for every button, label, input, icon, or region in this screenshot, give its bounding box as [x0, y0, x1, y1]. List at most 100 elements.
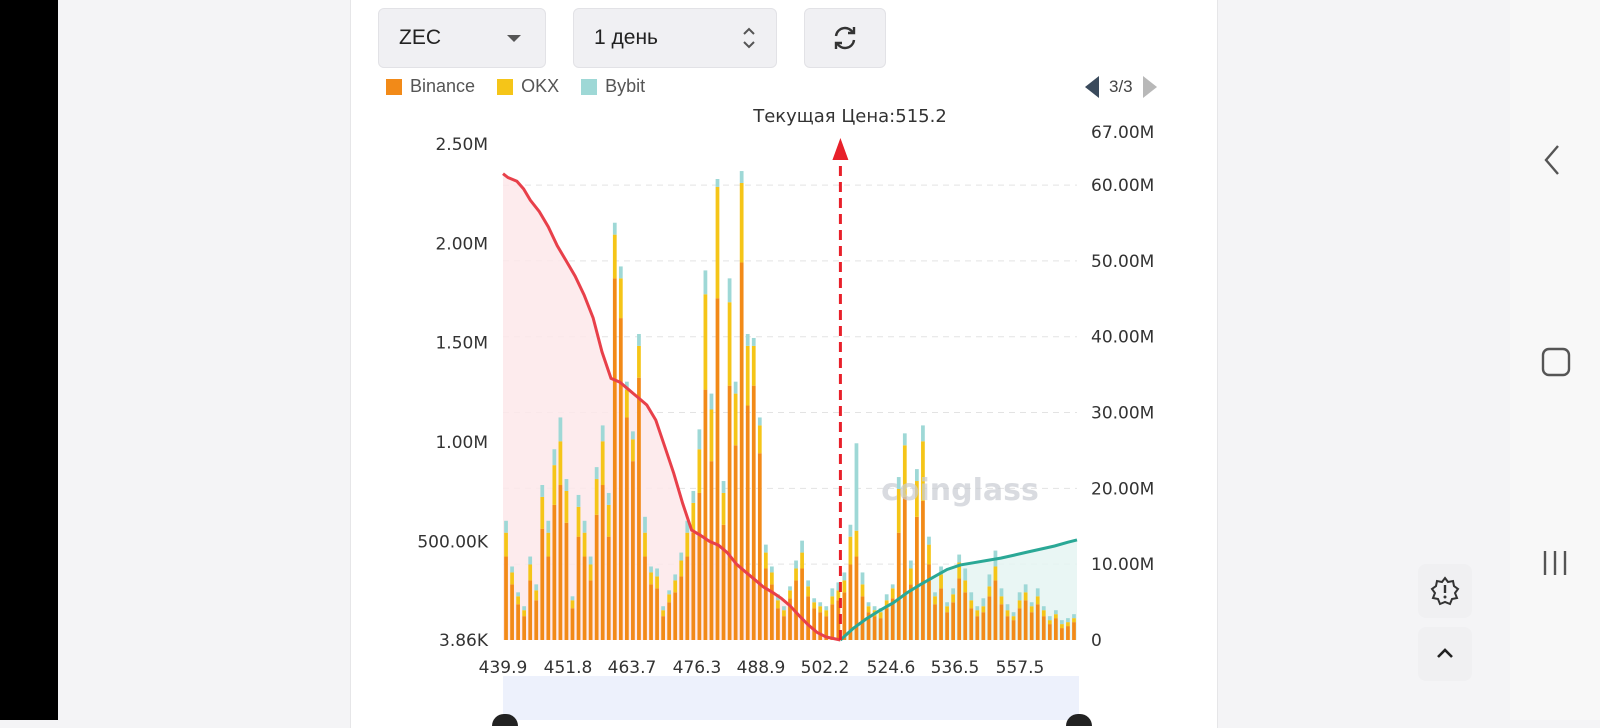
bar-bybit — [673, 574, 678, 581]
alert-badge-icon — [1430, 576, 1460, 606]
bar-okx — [745, 345, 750, 406]
x-tick: 536.5 — [931, 658, 980, 676]
bar-binance — [860, 596, 865, 640]
legend-label-okx: OKX — [521, 76, 560, 96]
chart-legend: Binance OKX Bybit — [386, 76, 645, 97]
bar-okx — [1060, 624, 1064, 629]
x-axis: 439.9 451.8 463.7 476.3 488.9 502.2 524.6 536.5… — [479, 658, 1045, 676]
bar-bybit — [902, 433, 907, 446]
bar-bybit — [727, 278, 732, 303]
bar-binance — [624, 417, 629, 640]
bar-bybit — [763, 544, 768, 553]
bar-binance — [866, 612, 871, 640]
bar-binance — [848, 564, 853, 640]
recents-icon[interactable] — [1540, 548, 1570, 578]
bar-okx — [975, 610, 980, 617]
bar-binance — [522, 616, 527, 640]
y-right-axis: 0 10.00M 20.00M 30.00M 40.00M 50.00M 60.00M 67.… — [1091, 123, 1154, 651]
bar-okx — [945, 606, 949, 613]
home-square-icon[interactable] — [1540, 346, 1572, 378]
bar-bybit — [637, 333, 641, 346]
refresh-button[interactable] — [804, 8, 886, 68]
x-tick: 451.8 — [544, 658, 593, 676]
triangle-left-icon[interactable] — [1085, 76, 1099, 98]
bar-bybit — [915, 469, 919, 482]
bar-bybit — [963, 568, 968, 581]
back-chevron-icon[interactable] — [1540, 142, 1566, 178]
legend-item-bybit[interactable]: Bybit — [581, 76, 645, 97]
bar-okx — [830, 596, 835, 605]
bar-binance — [1047, 624, 1052, 640]
bar-binance — [987, 596, 992, 640]
bar-okx — [957, 562, 962, 579]
bar-bybit — [896, 477, 901, 489]
bar-okx — [655, 576, 659, 589]
bar-okx — [866, 606, 871, 613]
bar-bybit — [522, 606, 527, 611]
bar-okx — [1066, 622, 1070, 627]
bar-bybit — [951, 588, 956, 595]
bar-okx — [757, 425, 762, 454]
bar-binance — [830, 604, 835, 640]
bar-bybit — [812, 598, 817, 603]
legend-item-okx[interactable]: OKX — [497, 76, 559, 97]
interval-select-value: 1 день — [594, 26, 658, 49]
scroll-top-button[interactable] — [1418, 627, 1472, 681]
bar-bybit — [570, 596, 575, 601]
bar-okx — [606, 504, 611, 537]
bar-okx — [836, 590, 841, 601]
bar-okx — [1047, 620, 1052, 625]
y-left-tick: 3.86K — [439, 631, 489, 651]
bar-binance — [763, 568, 768, 640]
interval-select[interactable]: 1 день — [573, 8, 777, 68]
alert-button[interactable] — [1418, 564, 1472, 618]
bar-bybit — [806, 580, 810, 587]
bar-binance — [631, 461, 635, 640]
bar-binance — [588, 580, 593, 640]
bar-binance — [637, 377, 641, 640]
current-price-arrow — [832, 138, 849, 160]
updown-icon — [743, 27, 755, 49]
bar-binance — [969, 608, 974, 640]
bar-bybit — [558, 417, 563, 442]
bar-bybit — [516, 592, 520, 597]
coin-select[interactable]: ZEC — [378, 8, 546, 68]
cumulative-lines — [502, 172, 1078, 642]
bar-binance — [757, 453, 762, 640]
bar-okx — [818, 606, 823, 613]
bar-bybit — [649, 566, 653, 573]
bar-binance — [1005, 616, 1010, 640]
bar-okx — [552, 465, 557, 505]
bar-okx — [933, 596, 937, 605]
bar-binance — [1072, 622, 1076, 640]
bar-binance — [516, 604, 520, 640]
bar-okx — [739, 182, 744, 263]
bar-okx — [546, 532, 551, 557]
y-left-tick: 1.50M — [435, 334, 488, 354]
bar-bybit — [770, 566, 774, 573]
bar-binance — [927, 564, 931, 640]
bar-bybit — [939, 566, 943, 575]
bar-okx — [908, 568, 913, 585]
bar-binance — [606, 536, 611, 640]
bar-bybit — [564, 479, 569, 491]
bar-binance — [679, 576, 684, 640]
range-scroller[interactable] — [503, 676, 1079, 720]
bar-okx — [600, 441, 605, 486]
y-left-tick: 1.00M — [435, 433, 488, 453]
y-right-tick: 50.00M — [1091, 252, 1154, 272]
bar-okx — [504, 532, 508, 557]
bar-okx — [770, 572, 774, 585]
triangle-right-icon[interactable] — [1142, 76, 1157, 98]
legend-item-binance[interactable]: Binance — [386, 76, 475, 97]
bar-okx — [915, 481, 919, 517]
bar-bybit — [504, 520, 508, 533]
bar-okx — [1053, 614, 1058, 619]
bar-binance — [945, 612, 949, 640]
bar-binance — [776, 608, 780, 640]
bar-binance — [890, 598, 895, 640]
bar-bybit — [782, 606, 786, 611]
pager-label: 3/3 — [1109, 77, 1133, 96]
bar-binance — [618, 318, 623, 640]
chevron-down-icon — [507, 35, 521, 42]
